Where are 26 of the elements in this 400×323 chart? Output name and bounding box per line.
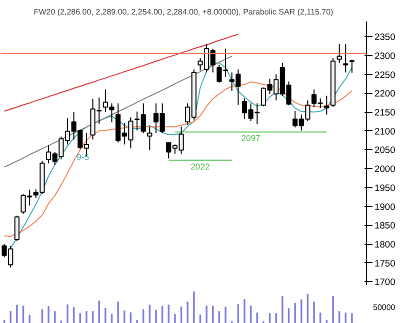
y-tick-label: 2350	[374, 32, 396, 42]
candlestick	[147, 126, 152, 151]
y-tick-label: 1750	[374, 258, 396, 268]
text: 50000	[373, 302, 396, 314]
y-tick-label: 2050	[374, 145, 396, 156]
series-label: 9-5	[76, 152, 90, 162]
y-tick-label: 2250	[374, 70, 396, 80]
candlestick	[14, 215, 20, 242]
series-label: 2022	[190, 161, 210, 172]
y-tick-label: 2150	[374, 108, 396, 118]
candlestick	[349, 59, 355, 74]
y-tick-label: 2100	[374, 126, 396, 136]
series-label: 2097	[241, 133, 261, 144]
candlestick	[324, 95, 330, 116]
candlestick	[336, 44, 342, 64]
y-tick-label: 2200	[374, 88, 396, 99]
y-tick-label: 1700	[374, 277, 396, 288]
line-series	[4, 34, 239, 112]
y-tick-label: 2000	[374, 164, 396, 174]
candlestick	[343, 44, 348, 73]
y-tick-label: 1950	[374, 182, 396, 193]
y-tick-label: 1850	[374, 220, 396, 231]
y-tick-label: 2300	[374, 50, 396, 61]
chart-title: FW20 (2,286.00, 2,289.00, 2,254.00, 2,284.00, +8.00000), Parabolic SAR (2,115.70)	[34, 8, 334, 16]
y-tick-label: 1900	[374, 202, 396, 212]
y-tick-label: 1800	[374, 240, 396, 250]
